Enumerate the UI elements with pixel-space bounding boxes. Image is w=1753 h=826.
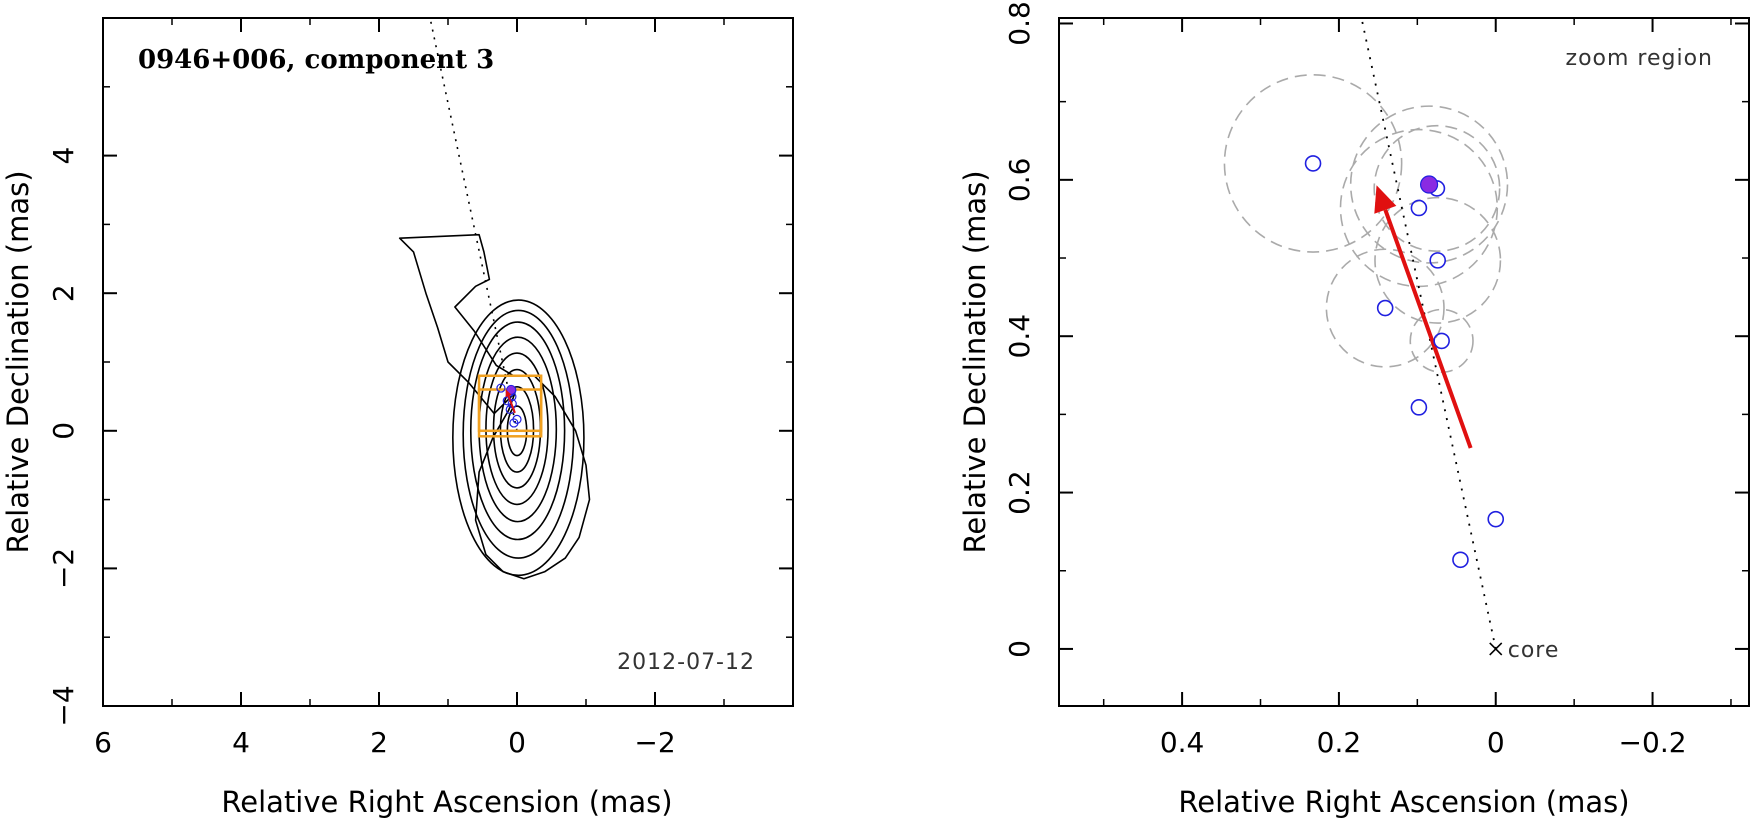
- motion-arrow: [1374, 185, 1473, 449]
- x-tick-label: 6: [94, 726, 112, 759]
- component-point: [1376, 299, 1394, 317]
- core-marker: [1489, 642, 1503, 656]
- x-tick-label: 0: [1487, 726, 1505, 759]
- component-point: [1452, 551, 1469, 569]
- error-circles: [1223, 74, 1509, 374]
- epoch-label: 2012-07-12: [617, 650, 755, 675]
- right-plot-frame: [1058, 17, 1750, 707]
- left-x-axis-label: Relative Right Ascension (mas): [221, 785, 672, 819]
- y-tick-label: −2: [47, 548, 80, 589]
- arrow-shaft: [507, 395, 516, 414]
- error-circle: [1223, 74, 1403, 253]
- y-tick-label: 0: [1003, 640, 1036, 658]
- x-tick-label: 0: [508, 726, 526, 759]
- y-tick-label: 0.8: [1003, 1, 1036, 46]
- filled-component-point: [1419, 175, 1439, 194]
- contour-group: [398, 233, 591, 580]
- arrow-head: [1374, 185, 1397, 214]
- y-tick-label: −4: [47, 685, 80, 726]
- y-tick-label: 0.2: [1003, 470, 1036, 515]
- contour-level: [452, 299, 585, 577]
- x-tick-label: 0.2: [1317, 726, 1362, 759]
- component-point: [1487, 510, 1505, 528]
- core-label: core: [1508, 638, 1560, 663]
- y-tick-label: 0: [47, 422, 80, 440]
- right-x-axis-label: Relative Right Ascension (mas): [1178, 785, 1629, 819]
- component-point: [1429, 252, 1447, 269]
- component-positions: core: [1304, 155, 1560, 663]
- chart-title: 0946+006, component 3: [138, 45, 494, 75]
- jet-direction-dotted-line: [429, 17, 518, 431]
- contour-level: [462, 309, 575, 559]
- error-circle: [1349, 105, 1509, 264]
- component-point: [1410, 199, 1428, 217]
- y-tick-label: 0.4: [1003, 314, 1036, 359]
- arrow-shaft: [1383, 209, 1473, 449]
- component-point: [496, 383, 506, 393]
- x-tick-label: −0.2: [1619, 726, 1687, 759]
- component-point: [1410, 399, 1428, 416]
- x-tick-label: −2: [634, 726, 675, 759]
- component-marks: [496, 383, 522, 428]
- left-ticks: 6 4 2 0 −2 −4 −2 0 2 4: [47, 18, 793, 759]
- left-y-axis-label: Relative Declination (mas): [1, 170, 35, 553]
- y-tick-label: 2: [47, 284, 80, 302]
- contour-level: [469, 321, 566, 541]
- left-panel: 6 4 2 0 −2 −4 −2 0 2 4 0946+006, component 3 2012…: [1, 17, 794, 819]
- x-tick-label: 4: [232, 726, 250, 759]
- zoom-region-label: zoom region: [1566, 46, 1713, 71]
- y-tick-label: 0.6: [1003, 158, 1036, 203]
- error-circle: [1374, 196, 1502, 324]
- contour-level: [499, 385, 535, 473]
- right-ticks: 0.4 0.2 0 −0.2 0 0.2 0.4 0.6 0.8: [1003, 1, 1749, 759]
- component-point: [509, 418, 519, 428]
- x-tick-label: 0.4: [1160, 726, 1205, 759]
- filled-component-point: [506, 384, 517, 395]
- right-panel: core 0.4 0.2 0 −0.2 0 0.2 0.4 0.6 0.8 zoom regio…: [958, 1, 1750, 819]
- component-point: [1304, 155, 1322, 172]
- error-circle: [1325, 248, 1445, 368]
- right-y-axis-label: Relative Declination (mas): [958, 170, 992, 553]
- jet-direction-line: [429, 17, 518, 431]
- contour-level: [485, 352, 549, 506]
- y-tick-label: 4: [47, 147, 80, 165]
- x-tick-label: 2: [370, 726, 388, 759]
- contour-level: [478, 336, 558, 523]
- component-point: [1433, 332, 1450, 350]
- error-circle: [1373, 124, 1501, 252]
- arrow-head: [505, 389, 512, 398]
